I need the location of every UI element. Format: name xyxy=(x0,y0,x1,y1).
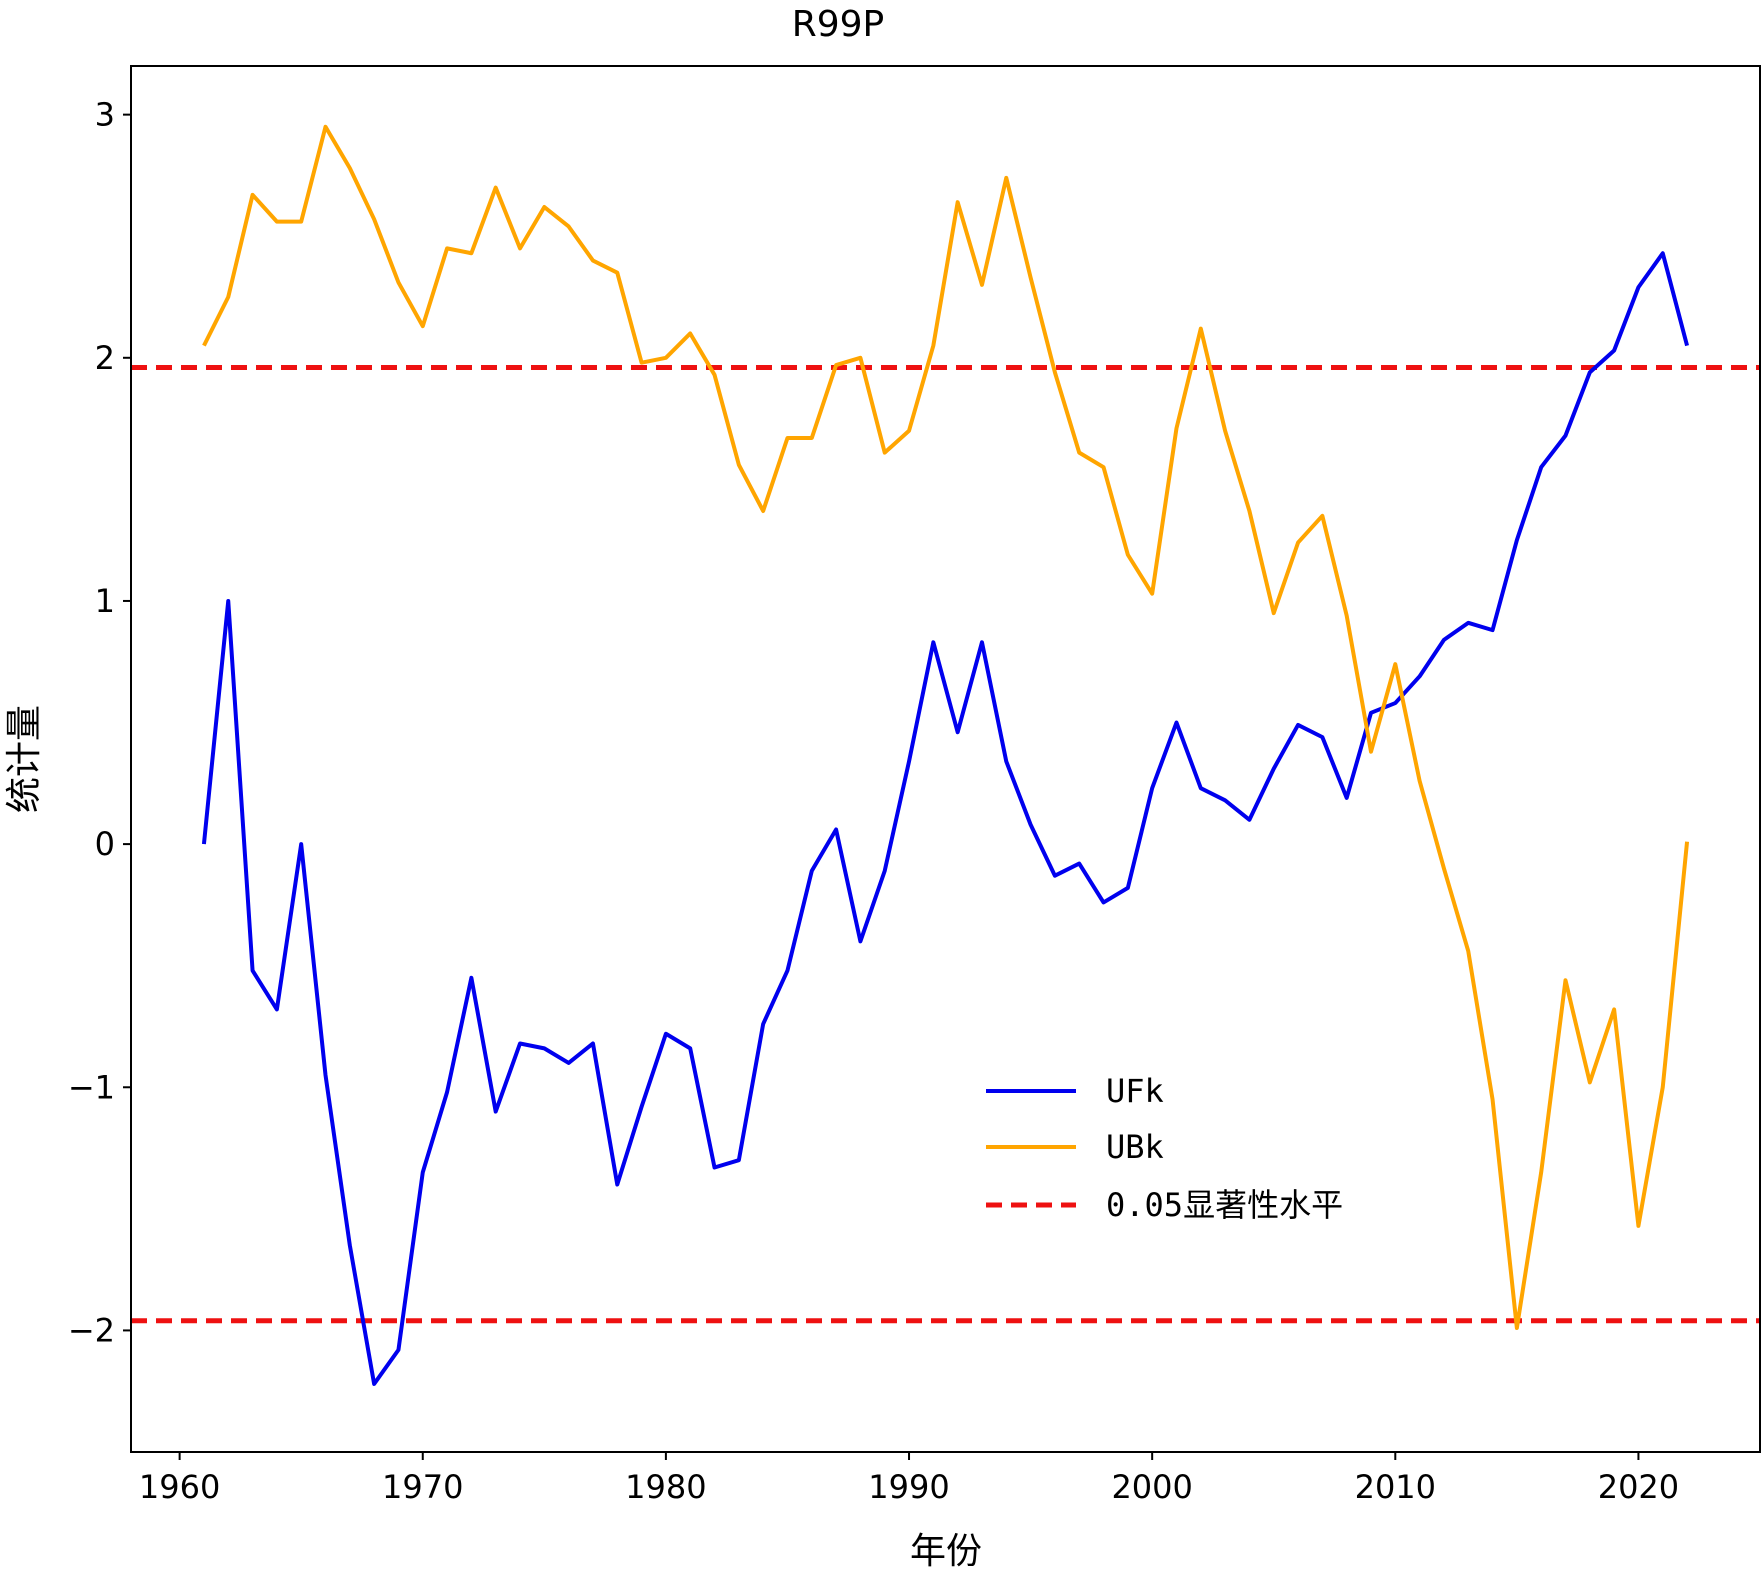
y-tick-label: −1 xyxy=(68,1068,115,1106)
y-tick-label: 3 xyxy=(95,96,115,134)
series-line-ufk xyxy=(201,251,1689,1386)
legend: UFk UBk 0.05显著性水平 xyxy=(986,1072,1343,1224)
x-tick-label: 2020 xyxy=(1598,1468,1679,1506)
y-tick-label: 1 xyxy=(95,582,115,620)
y-axis-label: 统计量 xyxy=(4,705,45,813)
series-lines xyxy=(201,124,1690,1386)
x-tick-label: 1970 xyxy=(382,1468,463,1506)
x-axis-label: 年份 xyxy=(910,1531,982,1572)
y-axis: −2 −1 0 1 2 3 xyxy=(68,96,131,1349)
x-tick-label: 1990 xyxy=(868,1468,949,1506)
reference-lines xyxy=(131,365,1760,1324)
series-line-ubk xyxy=(202,124,1690,1330)
plot-frame xyxy=(130,65,1761,1453)
x-tick-label: 2010 xyxy=(1355,1468,1436,1506)
x-tick-label: 1960 xyxy=(139,1468,220,1506)
chart-title: R99P xyxy=(792,4,885,45)
legend-label-ufk: UFk xyxy=(1106,1072,1164,1110)
y-tick-label: 2 xyxy=(95,339,115,377)
legend-label-significance: 0.05显著性水平 xyxy=(1106,1186,1343,1224)
x-tick-label: 2000 xyxy=(1111,1468,1192,1506)
legend-label-ubk: UBk xyxy=(1106,1128,1164,1166)
y-tick-label: −2 xyxy=(68,1311,115,1349)
plot-area xyxy=(131,124,1760,1386)
x-tick-label: 1980 xyxy=(625,1468,706,1506)
y-tick-label: 0 xyxy=(95,825,115,863)
x-axis: 1960 1970 1980 1990 2000 2010 2020 xyxy=(139,1452,1679,1506)
